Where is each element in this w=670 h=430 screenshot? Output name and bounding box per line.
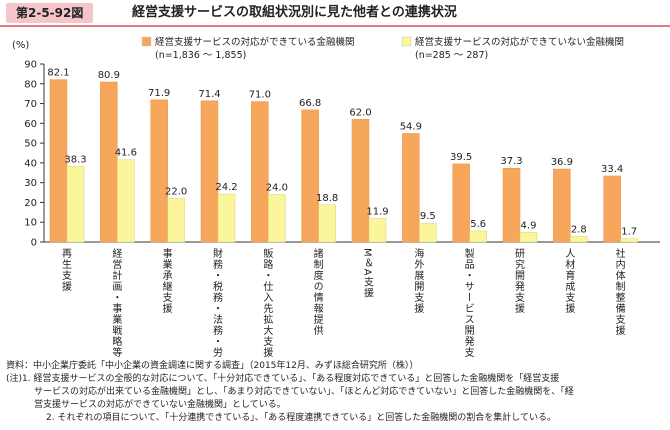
data-label-s1-3: 24.2 [215, 182, 237, 193]
data-label-s0-5: 66.8 [299, 98, 321, 109]
note-1-line-1: (注)1. 経営支援サービスの全般的な対応について、「十分対応できている」、「あ… [6, 374, 560, 384]
category-label-4: 販路・仕入先拡大支援 [261, 248, 273, 358]
bar-s0-10 [553, 168, 571, 243]
data-label-s1-1: 41.6 [115, 148, 137, 159]
bar-s0-3 [200, 100, 219, 243]
note-1-line-3: 営支援サービスの対応ができていない金融機関」としている。 [34, 400, 286, 410]
category-label-11: 社内体制整備支援 [613, 247, 625, 336]
data-label-s1-5: 18.8 [316, 193, 338, 204]
notes-block: 資料：中小企業庁委託「中小企業の資金調達に関する調査」（2015年12月、みずほ… [6, 360, 666, 425]
legend-swatch-0 [141, 36, 152, 47]
legend-label-1: 経営支援サービスの対応ができていない金融機関 [415, 36, 624, 48]
y-tick-label-2: 20 [24, 198, 37, 209]
bar-s0-0 [49, 79, 68, 243]
figure-title: 経営支援サービスの取組状況別に見た他者との連携状況 [132, 5, 457, 20]
y-tick-label-1: 10 [24, 218, 37, 229]
y-tick-label-5: 50 [24, 139, 37, 150]
bar-s0-6 [351, 119, 370, 243]
category-label-5: 諸制度の情報提供 [311, 247, 323, 336]
legend-swatch-1 [401, 36, 412, 47]
bar-s0-11 [603, 175, 621, 243]
bar-s1-4 [268, 194, 286, 243]
data-label-s0-3: 71.4 [198, 89, 220, 100]
bar-s1-8 [469, 230, 487, 243]
category-label-7: 海外展開支援 [412, 247, 424, 314]
category-label-3: 財務・税務・法務・労務相談 [211, 247, 223, 358]
bar-s1-5 [318, 204, 336, 243]
data-label-s0-9: 37.3 [500, 156, 522, 167]
legend-n-1: (n=285 ～ 287) [415, 50, 488, 61]
bar-s1-2 [167, 198, 185, 243]
bar-s1-11 [620, 238, 638, 243]
bar-s0-9 [502, 167, 521, 243]
y-tick-label-0: 0 [31, 238, 37, 249]
bar-s1-10 [570, 236, 588, 243]
y-tick-label-3: 30 [24, 178, 37, 189]
data-label-s0-7: 54.9 [400, 121, 422, 132]
data-label-s0-10: 36.9 [551, 157, 573, 168]
y-tick-label-8: 80 [24, 79, 37, 90]
data-label-s1-0: 38.3 [64, 154, 86, 165]
note-2: 2. それぞれの項目について、「十分連携できている」、「ある程度連携できている」… [46, 413, 556, 423]
data-label-s1-7: 9.5 [420, 211, 436, 222]
category-label-6: M＆A支援 [362, 248, 374, 298]
legend-label-0: 経営支援サービスの対応ができている金融機関 [155, 36, 355, 48]
note-1-line-2: サービスの対応が出来ている金融機関」とし、「あまり対応できていない」、「ほとんど… [34, 387, 574, 397]
category-label-2: 事業承継支援 [160, 247, 172, 314]
data-label-s1-8: 5.6 [470, 219, 486, 230]
bar-s0-8 [452, 163, 470, 243]
figure-number-badge: 第2-5-92図 [6, 3, 94, 23]
data-label-s0-1: 80.9 [98, 70, 120, 81]
bar-s1-0 [66, 166, 85, 243]
header-rule [0, 25, 670, 27]
bar-s1-1 [117, 159, 135, 243]
category-label-0: 再生支援 [60, 248, 72, 292]
bar-s1-9 [519, 232, 538, 243]
bar-s1-6 [368, 218, 387, 243]
legend-n-0: (n=1,836 ～ 1,855) [155, 50, 246, 61]
data-label-s1-6: 11.9 [366, 206, 388, 217]
category-label-10: 人材育成支援 [563, 248, 575, 314]
category-label-9: 研究開発支援 [513, 248, 525, 314]
y-tick-label-4: 40 [24, 158, 37, 169]
data-label-s1-2: 22.0 [165, 186, 187, 197]
y-tick-label-9: 90 [24, 60, 37, 71]
bar-s0-1 [100, 81, 118, 243]
data-label-s1-4: 24.0 [266, 183, 288, 194]
bar-chart: (%) 0 10 20 30 40 50 60 70 80 90 経営支援サービスの対応ができている金… [12, 36, 660, 358]
y-unit-label: (%) [12, 40, 29, 51]
bar-s0-5 [301, 109, 319, 243]
data-label-s1-10: 2.8 [571, 224, 587, 235]
data-label-s0-2: 71.9 [148, 88, 170, 99]
y-tick-label-6: 60 [24, 119, 37, 130]
bar-s0-4 [251, 101, 269, 243]
category-label-1: 経営計画・事業戦略等策定支援 [110, 247, 122, 358]
bar-s0-2 [150, 99, 168, 243]
data-label-s1-11: 1.7 [621, 227, 637, 238]
data-label-s0-6: 62.0 [349, 107, 371, 118]
y-tick-label-7: 70 [24, 99, 37, 110]
category-label-8: 製品・サービス開発支援 [462, 247, 474, 358]
data-label-s1-9: 4.9 [521, 220, 537, 231]
data-label-s0-0: 82.1 [47, 68, 69, 79]
data-label-s0-4: 71.0 [249, 90, 271, 101]
source-note: 資料：中小企業庁委託「中小企業の資金調達に関する調査」（2015年12月、みずほ… [6, 361, 419, 371]
figure-header: 第2-5-92図 経営支援サービスの取組状況別に見た他者との連携状況 [0, 0, 670, 27]
bar-s1-3 [217, 193, 236, 243]
bar-s1-7 [419, 222, 437, 243]
bar-s0-7 [402, 133, 420, 243]
data-label-s0-11: 33.4 [601, 164, 623, 175]
data-label-s0-8: 39.5 [450, 152, 472, 163]
